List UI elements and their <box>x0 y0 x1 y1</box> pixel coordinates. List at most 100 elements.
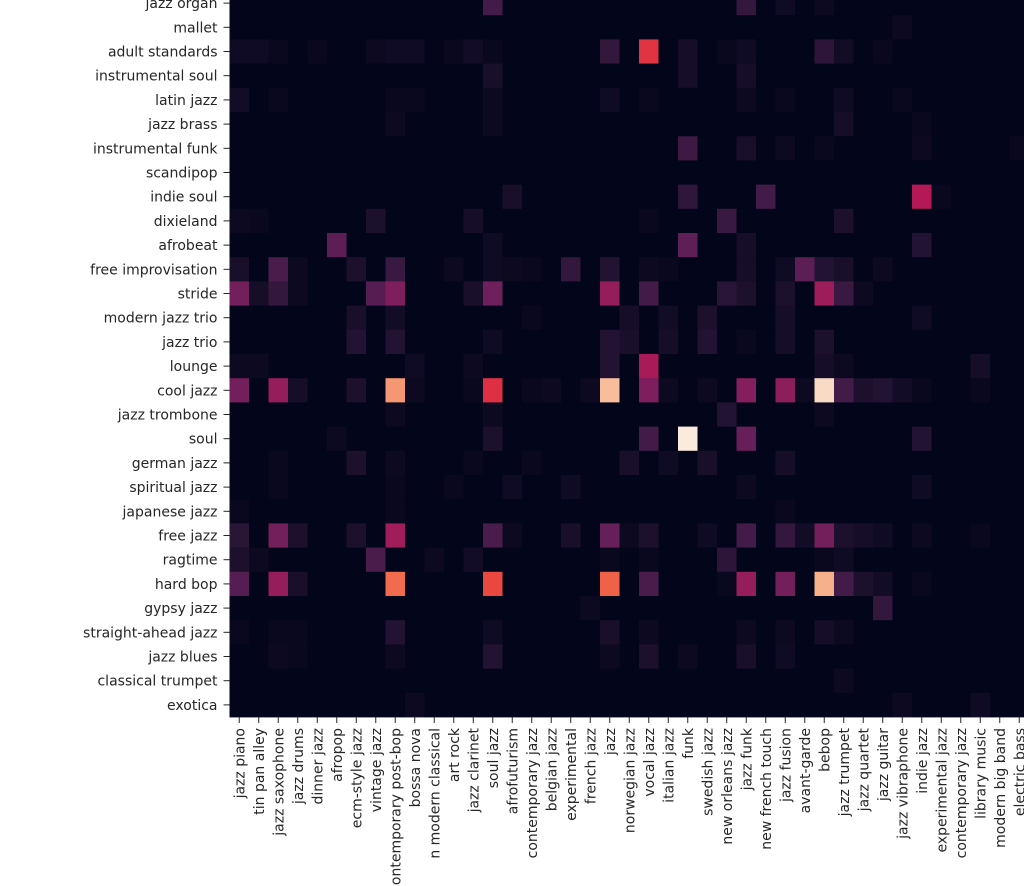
heatmap-cell <box>268 499 289 524</box>
heatmap-cell <box>229 620 250 645</box>
heatmap-cell <box>229 0 250 16</box>
heatmap-cell <box>619 329 640 355</box>
heatmap-cell <box>639 668 659 694</box>
heatmap-cell <box>424 208 445 234</box>
heatmap-cell <box>892 305 913 331</box>
heatmap-cell <box>931 596 952 621</box>
heatmap-cell <box>502 547 523 573</box>
heatmap-cell <box>229 450 250 476</box>
heatmap-cell <box>931 475 952 500</box>
heatmap-cell <box>853 160 874 185</box>
heatmap-cell <box>639 499 659 524</box>
heatmap-cell <box>912 668 932 694</box>
heatmap-cell <box>327 596 347 621</box>
heatmap-cell <box>288 668 308 694</box>
heatmap-cell <box>1009 184 1024 210</box>
heatmap-cell <box>483 571 503 597</box>
heatmap-cell <box>795 15 815 40</box>
column-label: jazz piano <box>232 728 248 799</box>
heatmap-cell <box>951 160 971 185</box>
heatmap-cell <box>892 426 913 452</box>
heatmap-cell <box>619 112 640 137</box>
heatmap-cell <box>795 329 815 355</box>
heatmap-cell <box>795 63 815 89</box>
heatmap-cell <box>736 644 757 669</box>
heatmap-cell <box>795 184 815 210</box>
heatmap-cell <box>327 15 347 40</box>
heatmap-cell <box>483 160 503 185</box>
heatmap-cell <box>385 523 406 548</box>
heatmap-cell <box>405 160 425 185</box>
heatmap-cell <box>658 475 679 500</box>
heatmap-cell <box>444 620 464 645</box>
heatmap-cell <box>502 15 523 40</box>
heatmap-cell <box>600 571 620 597</box>
heatmap-cell <box>970 136 991 161</box>
heatmap-cell <box>561 136 581 161</box>
heatmap-cell <box>307 208 328 234</box>
heatmap-cell <box>522 450 542 476</box>
row-label: cool jazz <box>157 383 217 399</box>
heatmap-cell <box>580 523 601 548</box>
heatmap-cell <box>892 136 913 161</box>
heatmap-cell <box>697 87 718 113</box>
heatmap-cell <box>580 620 601 645</box>
heatmap-cell <box>775 523 796 548</box>
heatmap-cell <box>931 160 952 185</box>
row-label: free jazz <box>158 529 217 545</box>
heatmap-cell <box>307 378 328 403</box>
heatmap-cell <box>600 39 620 64</box>
heatmap-cell <box>619 596 640 621</box>
heatmap-cell <box>502 571 523 597</box>
heatmap-cell <box>580 596 601 621</box>
heatmap-cell <box>892 571 913 597</box>
heatmap-cell <box>756 136 776 161</box>
heatmap-cell <box>327 87 347 113</box>
heatmap-cell <box>951 63 971 89</box>
heatmap-cell <box>639 523 659 548</box>
heatmap-cell <box>853 547 874 573</box>
heatmap-cell <box>970 281 991 306</box>
heatmap-cell <box>561 160 581 185</box>
heatmap-cell <box>424 523 445 548</box>
heatmap-cell <box>853 402 874 427</box>
heatmap-cell <box>405 0 425 16</box>
heatmap-cell <box>658 571 679 597</box>
heatmap-cell <box>249 475 269 500</box>
heatmap-cell <box>873 402 893 427</box>
heatmap-cell <box>970 475 991 500</box>
heatmap-cell <box>697 402 718 427</box>
heatmap-cell <box>268 354 289 379</box>
heatmap-cell <box>385 208 406 234</box>
heatmap-cell <box>229 571 250 597</box>
heatmap-cell <box>444 547 464 573</box>
heatmap-cell <box>951 523 971 548</box>
heatmap-cell <box>619 233 640 258</box>
heatmap-cell <box>580 499 601 524</box>
heatmap-cell <box>619 160 640 185</box>
heatmap-cell <box>268 450 289 476</box>
column-label: swedish jazz <box>700 728 716 816</box>
column-label: afropop <box>330 728 346 782</box>
heatmap-cell <box>853 0 874 16</box>
heatmap-cell <box>892 378 913 403</box>
heatmap-cell <box>892 402 913 427</box>
heatmap-cell <box>756 378 776 403</box>
heatmap-cell <box>327 426 347 452</box>
heatmap-cell <box>658 644 679 669</box>
heatmap-cell <box>444 378 464 403</box>
row-label: scandipop <box>146 166 218 182</box>
heatmap-cell <box>814 305 835 331</box>
heatmap-cell <box>444 136 464 161</box>
heatmap-cell <box>229 281 250 306</box>
heatmap-cell <box>580 281 601 306</box>
heatmap-cell <box>853 208 874 234</box>
heatmap-cell <box>327 499 347 524</box>
heatmap-cell <box>288 305 308 331</box>
heatmap-cell <box>502 426 523 452</box>
heatmap-cell <box>463 402 484 427</box>
heatmap-cell <box>522 644 542 669</box>
heatmap-cell <box>288 257 308 282</box>
heatmap-cell <box>288 329 308 355</box>
heatmap-cell <box>561 208 581 234</box>
